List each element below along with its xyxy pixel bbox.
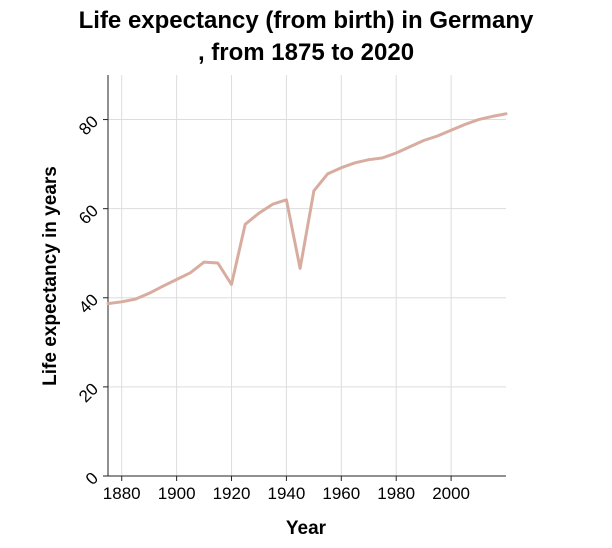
data-point-28 <box>491 115 494 118</box>
x-axis-label: Year <box>286 518 327 539</box>
data-point-14 <box>298 267 302 270</box>
x-tick-label-5: 1980 <box>377 484 415 503</box>
chart-title-line-2: , from 1875 to 2020 <box>198 39 414 66</box>
axes <box>103 75 506 481</box>
y-tick-label-0: 0 <box>82 469 102 489</box>
series-layer <box>106 112 508 306</box>
data-point-4 <box>161 284 165 288</box>
data-point-15 <box>312 189 316 193</box>
x-tick-label-2: 1920 <box>213 484 251 503</box>
data-point-25 <box>449 129 453 132</box>
y-tick-label-4: 80 <box>75 112 102 139</box>
x-tick-label-4: 1960 <box>322 484 360 503</box>
data-point-0 <box>106 302 110 305</box>
data-point-2 <box>134 297 137 301</box>
data-point-12 <box>271 203 274 206</box>
data-point-3 <box>147 292 151 295</box>
grid <box>108 75 506 476</box>
data-point-24 <box>436 134 439 138</box>
data-point-27 <box>477 118 480 121</box>
series-line-0 <box>106 112 508 306</box>
data-point-7 <box>202 260 206 264</box>
data-point-6 <box>189 271 192 275</box>
data-point-21 <box>395 151 398 155</box>
y-tick-label-3: 60 <box>75 201 102 228</box>
data-point-1 <box>120 300 123 303</box>
data-point-16 <box>326 172 329 176</box>
data-point-13 <box>285 198 288 201</box>
data-point-10 <box>244 223 247 226</box>
tick-labels: 1880 1900 1920 1940 1960 1980 2000 0 20 40 60 80 <box>75 112 470 503</box>
data-point-19 <box>367 158 370 161</box>
data-point-22 <box>408 145 412 148</box>
data-point-20 <box>381 156 384 160</box>
data-point-23 <box>422 139 425 142</box>
data-point-8 <box>216 261 219 265</box>
x-tick-label-6: 2000 <box>432 484 470 503</box>
x-tick-label-3: 1940 <box>267 484 305 503</box>
y-tick-label-2: 40 <box>75 290 102 317</box>
data-point-29 <box>504 112 508 115</box>
x-tick-label-0: 1880 <box>103 484 141 503</box>
data-point-26 <box>463 123 467 126</box>
data-point-11 <box>257 211 261 215</box>
data-point-9 <box>230 283 233 286</box>
chart-title-line-1: Life expectancy (from birth) in Germany <box>79 7 534 34</box>
data-point-18 <box>353 161 357 164</box>
x-tick-label-1: 1900 <box>158 484 196 503</box>
data-point-5 <box>175 278 178 281</box>
y-axis-label: Life expectancy in years <box>40 166 61 386</box>
y-tick-label-1: 20 <box>75 379 102 406</box>
data-point-17 <box>340 166 343 169</box>
